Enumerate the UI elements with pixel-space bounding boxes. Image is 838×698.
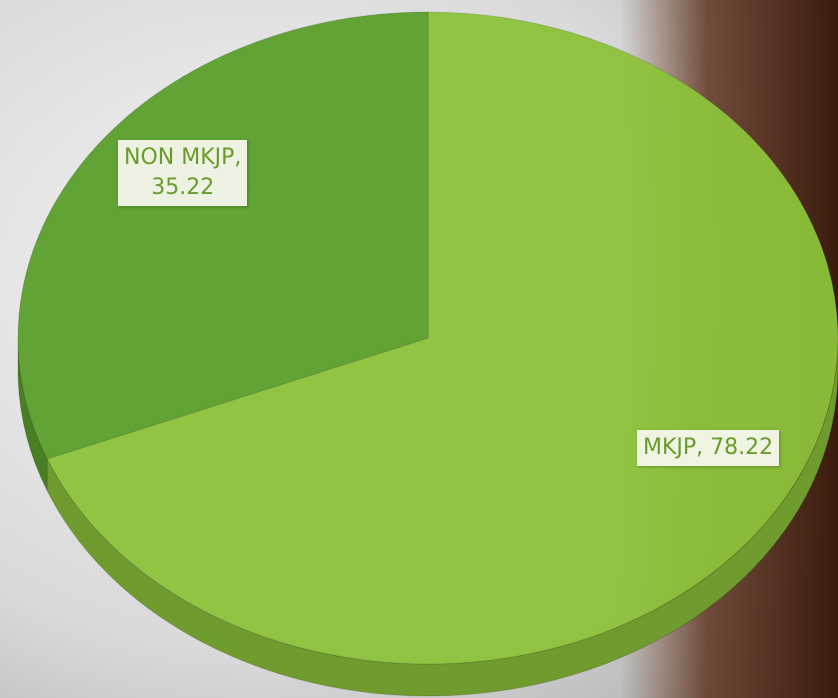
slice xyxy=(46,11,838,665)
pie xyxy=(17,11,838,697)
data-label: MKJP, 78.22 xyxy=(637,430,780,466)
data-label: NON MKJP, 35.22 xyxy=(118,140,248,206)
slice xyxy=(17,11,429,460)
